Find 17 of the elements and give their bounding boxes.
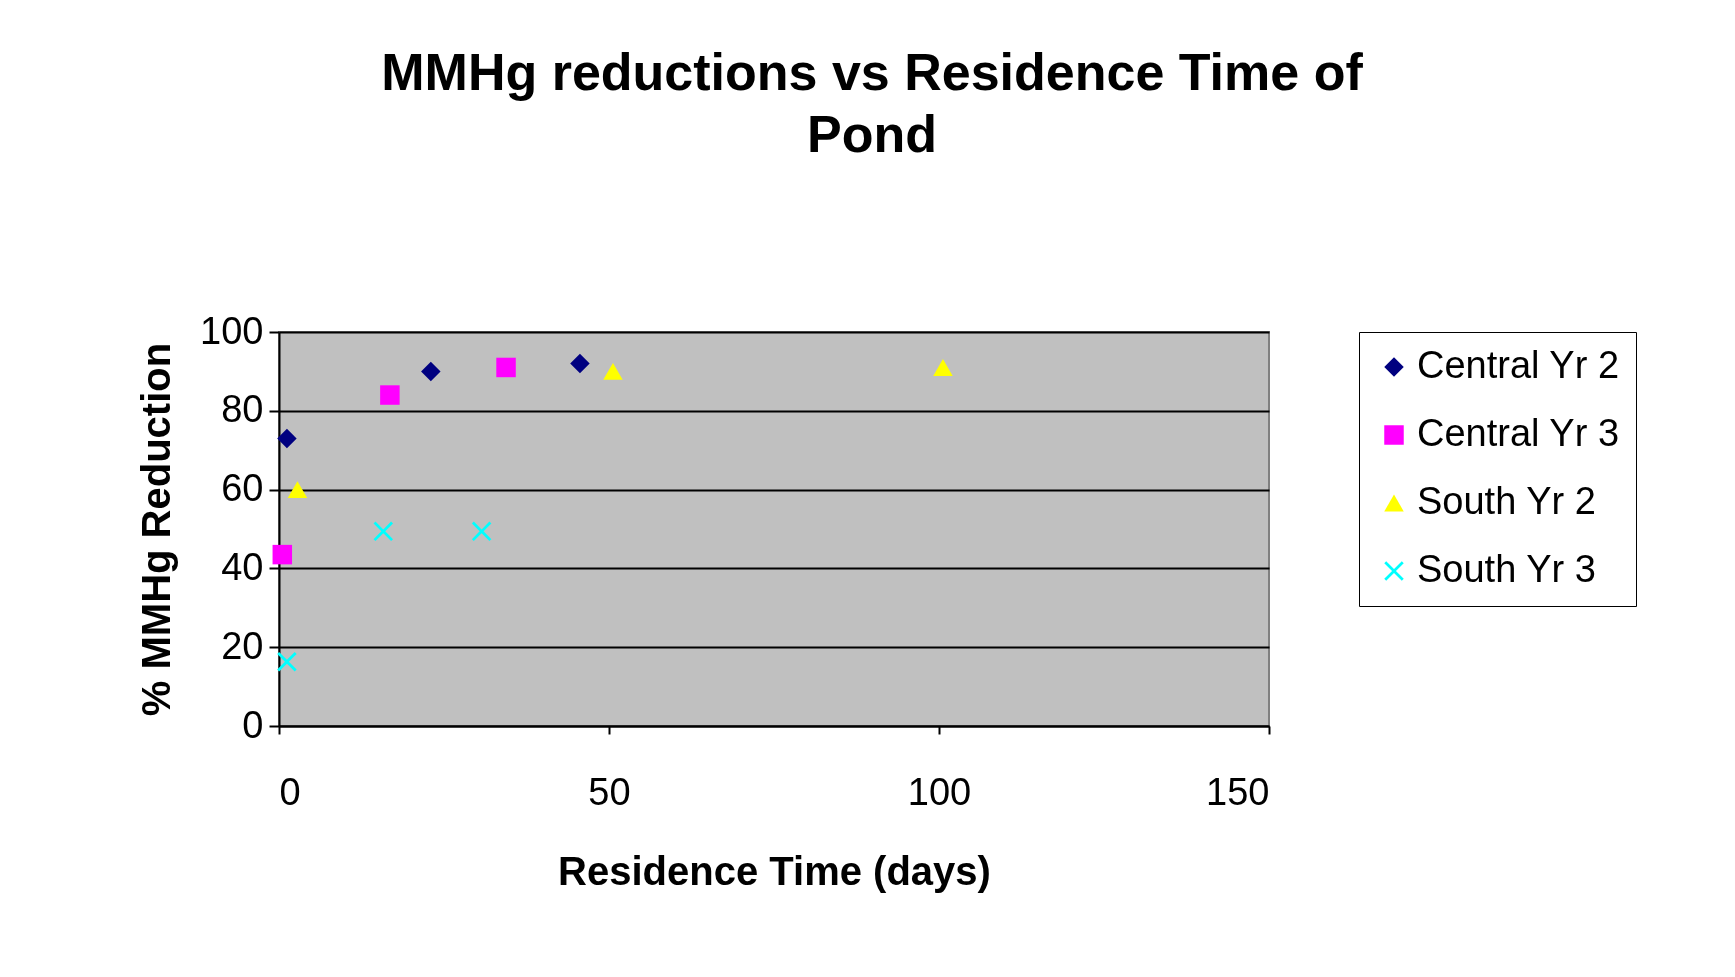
x-tick-label: 150 xyxy=(1206,770,1270,813)
legend-label: Central Yr 2 xyxy=(1417,344,1620,386)
y-tick-label: 60 xyxy=(221,467,264,510)
y-tick-label: 20 xyxy=(221,624,264,667)
y-axis-title: % MMHg Reduction xyxy=(134,342,179,717)
x-tick-label: 50 xyxy=(588,770,631,813)
legend-label: Central Yr 3 xyxy=(1417,412,1620,454)
x-tick-label: 100 xyxy=(907,770,972,813)
y-tick-label: 40 xyxy=(221,545,264,588)
y-tick-label: 100 xyxy=(200,309,264,352)
y-tick-label: 80 xyxy=(221,388,264,431)
chart-title: MMHg reductions vs Residence Time of Pond xyxy=(381,43,1364,163)
legend-label: South Yr 2 xyxy=(1417,480,1596,522)
x-axis-title: Residence Time (days) xyxy=(558,848,991,893)
x-tick-label: 0 xyxy=(279,770,301,813)
legend-label: South Yr 3 xyxy=(1417,548,1596,590)
y-tick-label: 0 xyxy=(242,703,264,746)
